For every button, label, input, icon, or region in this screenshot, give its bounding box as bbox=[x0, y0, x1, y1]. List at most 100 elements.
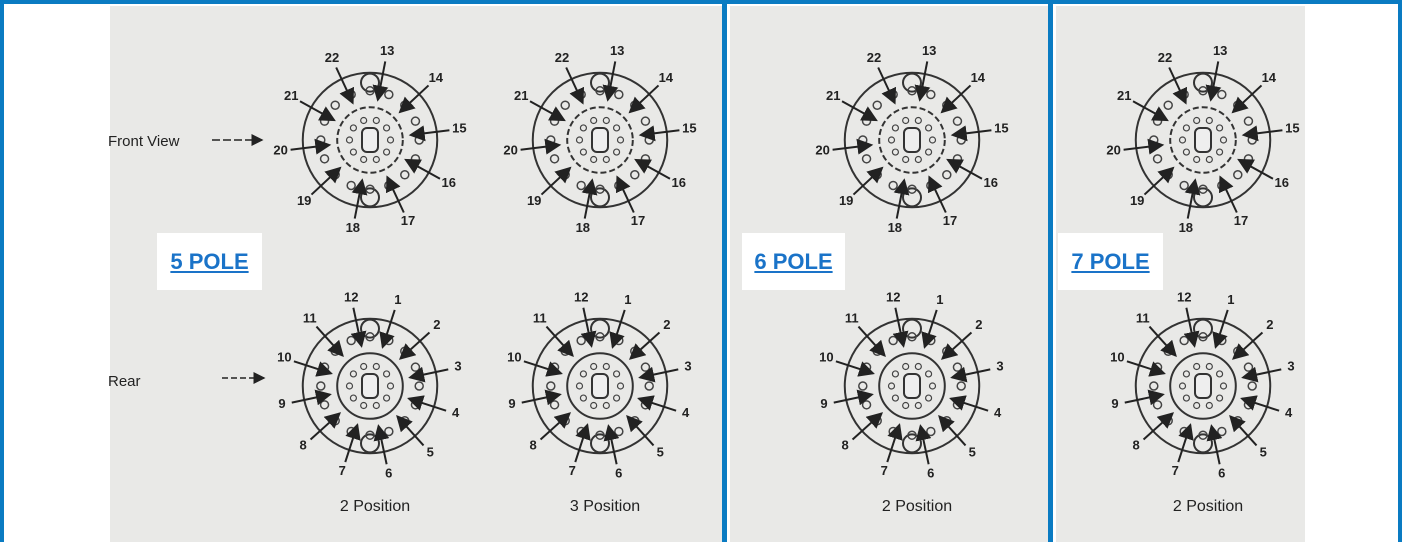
pin-label: 21 bbox=[826, 88, 840, 103]
position-caption: 2 Position bbox=[1173, 498, 1243, 515]
pin-label: 2 bbox=[1266, 317, 1273, 332]
pin-label: 4 bbox=[994, 405, 1002, 420]
pin-label: 11 bbox=[845, 311, 859, 326]
pin-label: 4 bbox=[452, 405, 460, 420]
pin-label: 19 bbox=[1130, 193, 1144, 208]
pin-label: 9 bbox=[278, 396, 285, 411]
pin-label: 19 bbox=[839, 193, 853, 208]
pin-label: 7 bbox=[569, 463, 576, 478]
pin-label: 8 bbox=[841, 438, 848, 453]
pin-label: 20 bbox=[503, 142, 517, 157]
shaft bbox=[592, 128, 608, 152]
pole-link[interactable]: 6 POLE bbox=[742, 233, 845, 290]
pin-label: 22 bbox=[555, 50, 569, 65]
pin-label: 8 bbox=[1132, 438, 1139, 453]
pin-label: 7 bbox=[1172, 463, 1179, 478]
pin-label: 15 bbox=[1285, 120, 1299, 135]
pin-label: 11 bbox=[533, 311, 547, 326]
front-view-label: Front View bbox=[108, 133, 180, 150]
pole-link[interactable]: 5 POLE bbox=[157, 233, 262, 290]
pin-label: 15 bbox=[682, 120, 696, 135]
pin-label: 13 bbox=[380, 43, 394, 58]
pin-label: 3 bbox=[996, 359, 1003, 374]
position-caption: 2 Position bbox=[340, 498, 410, 515]
pin-label: 1 bbox=[624, 292, 631, 307]
pin-label: 1 bbox=[394, 292, 401, 307]
shaft bbox=[904, 374, 920, 398]
pin-label: 4 bbox=[1285, 405, 1293, 420]
pin-label: 20 bbox=[1106, 142, 1120, 157]
pin-label: 22 bbox=[1158, 50, 1172, 65]
pin-label: 18 bbox=[346, 220, 360, 235]
pin-label: 3 bbox=[454, 359, 461, 374]
pole-link[interactable]: 7 POLE bbox=[1058, 233, 1163, 290]
pin-label: 10 bbox=[1110, 350, 1124, 365]
pin-label: 18 bbox=[888, 220, 902, 235]
pin-label: 9 bbox=[820, 396, 827, 411]
pin-label: 22 bbox=[325, 50, 339, 65]
shaft bbox=[1195, 128, 1211, 152]
pin-label: 12 bbox=[886, 289, 900, 304]
pin-label: 12 bbox=[574, 289, 588, 304]
page: Front ViewRear22131415161718192021121234… bbox=[0, 0, 1405, 542]
pin-label: 8 bbox=[299, 438, 306, 453]
pin-label: 16 bbox=[983, 175, 997, 190]
pin-label: 14 bbox=[1262, 70, 1277, 85]
pin-label: 5 bbox=[427, 444, 434, 459]
position-caption: 2 Position bbox=[882, 498, 952, 515]
panel-divider bbox=[1048, 0, 1053, 542]
pin-label: 16 bbox=[441, 175, 455, 190]
pin-label: 9 bbox=[1111, 396, 1118, 411]
pin-label: 11 bbox=[1136, 311, 1150, 326]
pin-label: 6 bbox=[385, 465, 392, 480]
pin-label: 13 bbox=[610, 43, 624, 58]
pin-label: 17 bbox=[943, 213, 957, 228]
position-caption: 3 Position bbox=[570, 498, 640, 515]
pin-label: 1 bbox=[936, 292, 943, 307]
pin-label: 12 bbox=[1177, 289, 1191, 304]
pin-label: 9 bbox=[508, 396, 515, 411]
shaft bbox=[362, 128, 378, 152]
pin-label: 5 bbox=[657, 444, 664, 459]
panel-divider bbox=[722, 0, 727, 542]
pin-label: 13 bbox=[922, 43, 936, 58]
shaft bbox=[592, 374, 608, 398]
pin-label: 14 bbox=[971, 70, 986, 85]
pin-label: 15 bbox=[994, 120, 1008, 135]
pin-label: 8 bbox=[529, 438, 536, 453]
pin-label: 21 bbox=[284, 88, 298, 103]
pin-label: 16 bbox=[1274, 175, 1288, 190]
pin-label: 7 bbox=[339, 463, 346, 478]
pin-label: 2 bbox=[433, 317, 440, 332]
pin-label: 15 bbox=[452, 120, 466, 135]
pin-label: 17 bbox=[631, 213, 645, 228]
pin-label: 20 bbox=[273, 142, 287, 157]
pin-label: 17 bbox=[401, 213, 415, 228]
pin-label: 6 bbox=[1218, 465, 1225, 480]
pin-label: 10 bbox=[819, 350, 833, 365]
pin-label: 2 bbox=[975, 317, 982, 332]
pin-label: 21 bbox=[1117, 88, 1131, 103]
pin-label: 20 bbox=[815, 142, 829, 157]
shaft bbox=[362, 374, 378, 398]
shaft bbox=[904, 128, 920, 152]
shaft bbox=[1195, 374, 1211, 398]
pin-label: 7 bbox=[881, 463, 888, 478]
pin-label: 17 bbox=[1234, 213, 1248, 228]
pin-label: 22 bbox=[867, 50, 881, 65]
pin-label: 21 bbox=[514, 88, 528, 103]
pin-label: 3 bbox=[1287, 359, 1294, 374]
pin-label: 11 bbox=[303, 311, 317, 326]
pin-label: 6 bbox=[615, 465, 622, 480]
pin-label: 5 bbox=[1260, 444, 1267, 459]
pin-label: 14 bbox=[429, 70, 444, 85]
pin-label: 16 bbox=[671, 175, 685, 190]
rear-label: Rear bbox=[108, 373, 141, 390]
pin-label: 12 bbox=[344, 289, 358, 304]
pin-label: 10 bbox=[277, 350, 291, 365]
pin-label: 18 bbox=[576, 220, 590, 235]
pin-label: 19 bbox=[297, 193, 311, 208]
pin-label: 18 bbox=[1179, 220, 1193, 235]
pin-label: 2 bbox=[663, 317, 670, 332]
pin-label: 1 bbox=[1227, 292, 1234, 307]
